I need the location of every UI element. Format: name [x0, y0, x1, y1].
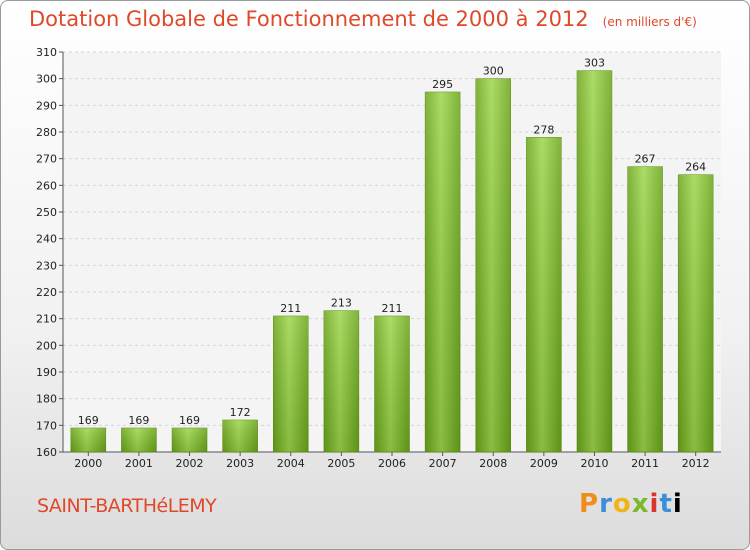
location-name: SAINT-BARTHéLEMY: [37, 495, 217, 517]
data-label: 211: [280, 302, 301, 315]
y-tick-label: 240: [36, 233, 57, 246]
data-label: 278: [533, 123, 554, 136]
bar-shade: [273, 316, 309, 452]
bar-shade: [121, 428, 157, 452]
logo-letter: o: [612, 489, 632, 519]
bar-shade: [172, 428, 208, 452]
data-label: 300: [483, 65, 504, 78]
x-tick-label: 2006: [378, 457, 406, 470]
y-tick-label: 180: [36, 393, 57, 406]
data-label: 211: [382, 302, 403, 315]
y-tick-label: 250: [36, 206, 57, 219]
y-tick-label: 230: [36, 259, 57, 272]
x-tick-label: 2004: [277, 457, 305, 470]
chart-subtitle: (en milliers d'€): [602, 15, 697, 29]
x-tick-label: 2010: [580, 457, 608, 470]
data-label: 295: [432, 78, 453, 91]
x-tick-label: 2005: [327, 457, 355, 470]
proxiti-logo: Proxiti: [579, 489, 683, 519]
y-tick-label: 170: [36, 419, 57, 432]
y-tick-label: 160: [36, 446, 57, 459]
y-tick-label: 310: [36, 46, 57, 59]
y-tick-label: 210: [36, 313, 57, 326]
y-tick-label: 190: [36, 366, 57, 379]
logo-letter: t: [659, 489, 673, 519]
logo-letter: P: [579, 489, 600, 519]
x-tick-label: 2003: [226, 457, 254, 470]
bar-shade: [576, 70, 612, 453]
logo-letter: x: [631, 489, 650, 519]
bar-shade: [678, 174, 714, 452]
data-label: 264: [685, 161, 706, 174]
bar-shade: [526, 137, 562, 453]
x-tick-label: 2012: [682, 457, 710, 470]
x-tick-label: 2002: [176, 457, 204, 470]
chart-title: Dotation Globale de Fonctionnement de 20…: [29, 7, 697, 31]
bar-shade: [70, 428, 106, 452]
bar-shade: [374, 316, 410, 452]
y-tick-label: 270: [36, 153, 57, 166]
y-tick-label: 260: [36, 179, 57, 192]
data-label: 172: [230, 406, 251, 419]
logo-letter: r: [599, 489, 613, 519]
bar-shade: [627, 166, 663, 452]
logo-letter: i: [672, 489, 683, 519]
logo-letter: i: [649, 489, 660, 519]
x-tick-label: 2008: [479, 457, 507, 470]
x-tick-label: 2009: [530, 457, 558, 470]
data-label: 169: [179, 414, 200, 427]
data-label: 267: [635, 153, 656, 166]
y-tick-label: 300: [36, 73, 57, 86]
y-tick-label: 220: [36, 286, 57, 299]
chart-title-text: Dotation Globale de Fonctionnement de 20…: [29, 7, 589, 31]
y-tick-label: 200: [36, 339, 57, 352]
x-tick-label: 2007: [429, 457, 457, 470]
data-label: 213: [331, 297, 352, 310]
data-label: 169: [78, 414, 99, 427]
x-tick-label: 2000: [74, 457, 102, 470]
bar-shade: [222, 420, 258, 452]
y-tick-label: 290: [36, 99, 57, 112]
x-tick-label: 2011: [631, 457, 659, 470]
data-label: 303: [584, 57, 605, 70]
bar-shade: [425, 92, 461, 452]
data-label: 169: [128, 414, 149, 427]
x-tick-label: 2001: [125, 457, 153, 470]
bar-shade: [323, 310, 359, 452]
y-tick-label: 280: [36, 126, 57, 139]
bar-shade: [475, 78, 511, 453]
